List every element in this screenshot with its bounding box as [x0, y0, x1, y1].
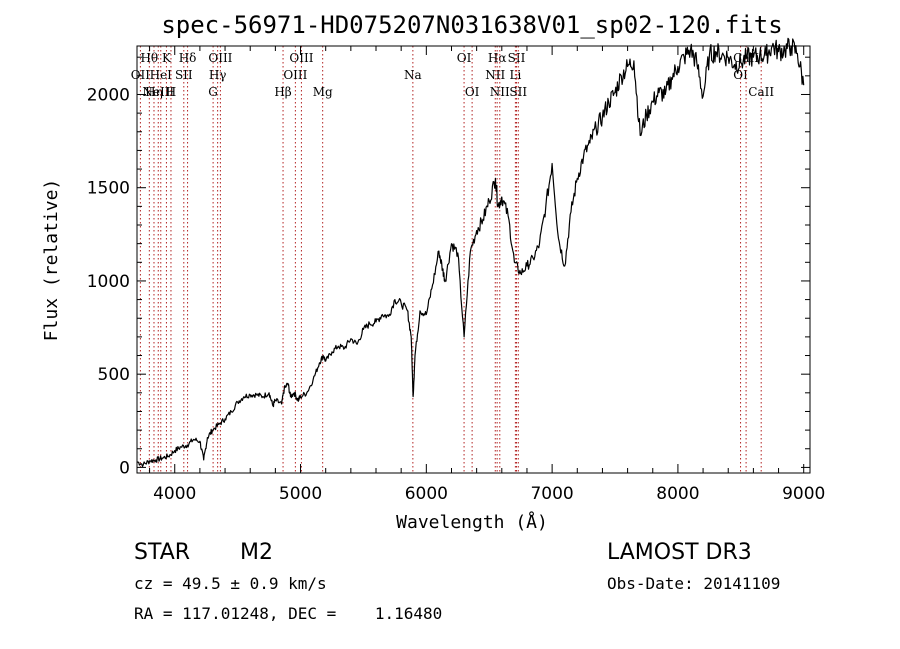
line-label: OI	[457, 51, 472, 65]
line-label: OIII	[208, 51, 232, 65]
line-label: H	[166, 85, 176, 99]
plot-frame	[136, 45, 811, 474]
y-axis-label: Flux (relative)	[41, 179, 62, 342]
obs-date: Obs-Date: 20141109	[607, 574, 781, 593]
object-subclass: M2	[240, 540, 273, 565]
y-tick-label: 1500	[87, 179, 130, 199]
spectrum-line	[136, 37, 805, 468]
line-label: OIII	[283, 68, 307, 82]
y-tick-label: 2000	[87, 85, 130, 105]
x-tick-label: 8000	[656, 484, 699, 504]
redshift-cz: cz = 49.5 ± 0.9 km/s	[134, 574, 327, 593]
chart-title: spec-56971-HD075207N031638V01_sp02-120.f…	[161, 11, 782, 39]
survey-name: LAMOST DR3	[607, 540, 752, 565]
line-label: Li	[509, 68, 521, 82]
line-label: OIII	[289, 51, 313, 65]
ra-dec: RA = 117.01248, DEC = 1.16480	[134, 604, 443, 623]
x-axis-label: Wavelength (Å)	[396, 511, 548, 533]
line-label: NII	[485, 68, 505, 82]
y-tick-label: 0	[119, 458, 130, 478]
line-label: OII	[131, 68, 151, 82]
y-axis: 0 500 1000 1500 2000	[87, 56, 810, 478]
x-tick-label: 4000	[153, 484, 196, 504]
x-tick-label: 9000	[782, 484, 825, 504]
line-label: Hδ	[179, 51, 197, 65]
line-label: Hγ	[209, 68, 227, 82]
line-label: SII	[508, 51, 526, 65]
object-class: STAR	[134, 540, 191, 565]
line-label: HeI	[150, 68, 173, 82]
line-label: CaII	[748, 85, 774, 99]
line-label: Hβ	[274, 85, 291, 99]
y-tick-label: 1000	[87, 272, 130, 292]
line-label: Hθ	[140, 51, 158, 65]
y-tick-label: 500	[98, 365, 130, 385]
line-label: Na	[404, 68, 422, 82]
line-label: OI	[465, 85, 480, 99]
line-label: G	[208, 85, 218, 99]
x-tick-label: 7000	[530, 484, 573, 504]
line-label: NII	[490, 85, 510, 99]
x-axis: 4000 5000 6000 7000 8000 9000	[149, 46, 825, 504]
line-label: Mg	[313, 85, 333, 99]
emission-line-markers: OIIHθHηNeIIIHeIKHSIIHδGHγOIIIHβOIIIOIIIM…	[131, 46, 774, 473]
x-tick-label: 6000	[405, 484, 448, 504]
x-tick-label: 5000	[279, 484, 322, 504]
line-label: SII	[175, 68, 193, 82]
line-label: SII	[509, 85, 527, 99]
line-label: Hα	[488, 51, 507, 65]
line-label: K	[162, 51, 172, 65]
